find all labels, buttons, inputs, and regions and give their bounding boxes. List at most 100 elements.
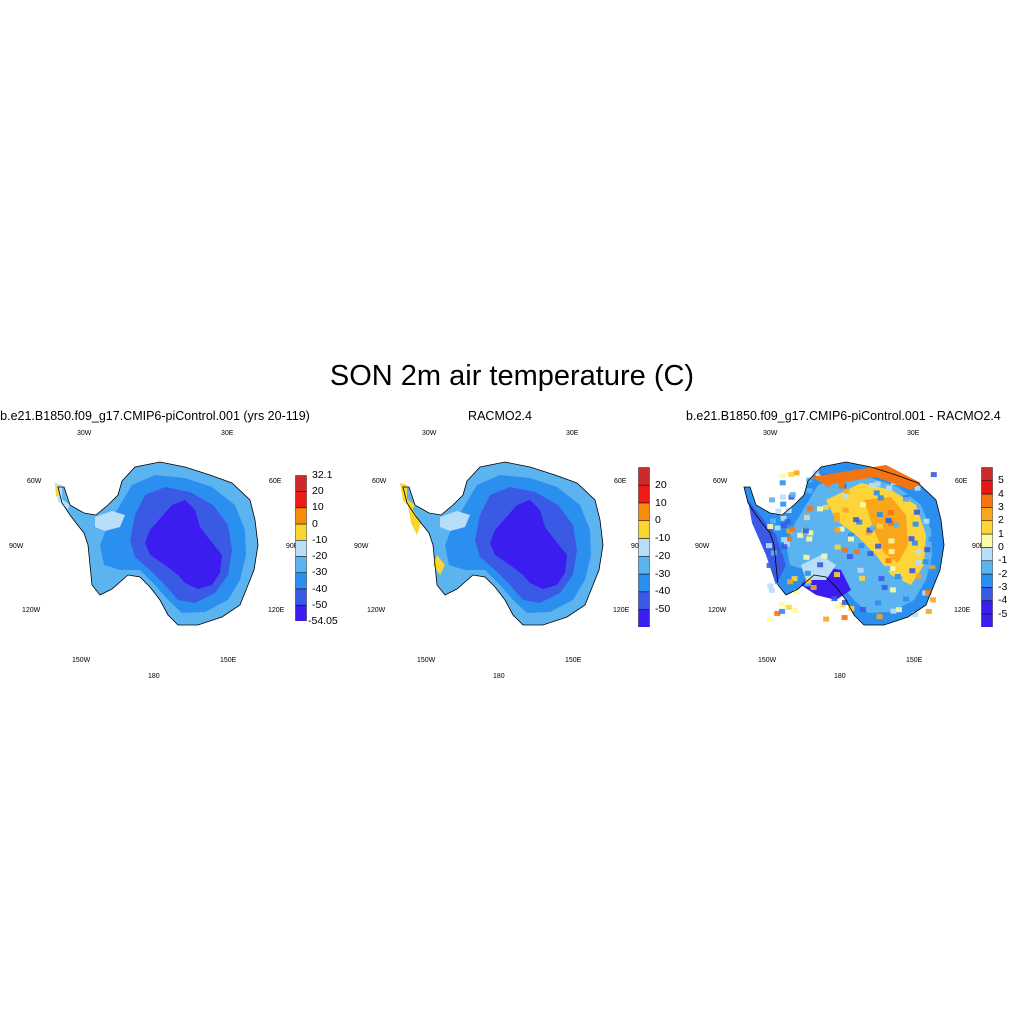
lon-label-30e: 30E: [221, 430, 234, 437]
colorbar-box: [981, 520, 993, 535]
lon-label-60w: 60W: [27, 478, 42, 485]
lon-label-30w: 30W: [77, 430, 92, 437]
colorbar-box: [295, 507, 307, 525]
lon-label-30w: 30W: [763, 430, 778, 437]
colorbar-label: 1: [998, 527, 1004, 540]
panel-title: RACMO2.4: [468, 409, 532, 423]
colorbar-box: [295, 475, 307, 492]
lon-label-30e: 30E: [566, 430, 579, 437]
colorbar-box: [981, 600, 993, 615]
colorbar-label: -30: [312, 566, 328, 579]
colorbar-label: -5: [998, 607, 1008, 620]
colorbar-box: [638, 591, 650, 610]
zone-m50: [490, 500, 567, 589]
colorbar-box: [981, 613, 993, 627]
colorbar-label: -4: [998, 594, 1008, 607]
lon-label-30e: 30E: [907, 430, 920, 437]
lon-label-90e: 90E: [631, 543, 644, 550]
lon-label-30w: 30W: [422, 430, 437, 437]
colorbar-label: -54.05: [308, 615, 338, 627]
lon-label-180: 180: [493, 673, 505, 680]
colorbar-box: [638, 520, 650, 539]
colorbar-label: -30: [655, 567, 671, 580]
colorbar-label: -20: [312, 550, 328, 563]
zone-m50: [145, 500, 222, 589]
lon-label-90w: 90W: [9, 543, 24, 550]
lon-label-60e: 60E: [955, 478, 968, 485]
colorbar-label: -2: [998, 567, 1008, 580]
lon-label-60e: 60E: [614, 478, 627, 485]
panel-title: b.e21.B1850.f09_g17.CMIP6-piControl.001 …: [0, 409, 310, 423]
panel-racmo: RACMO2.4 30W 30E 60W 60E 90W 90E 120W 120E 150W 1…: [345, 405, 675, 695]
lon-label-90e: 90E: [972, 543, 985, 550]
colorbar-label: -40: [655, 585, 671, 598]
lon-label-150e: 150E: [220, 657, 237, 664]
lon-label-120w: 120W: [708, 607, 727, 614]
colorbar-box: [295, 491, 307, 508]
lon-label-150e: 150E: [906, 657, 923, 664]
colorbar-label: -50: [312, 598, 328, 611]
colorbar-label: -1: [998, 554, 1008, 567]
colorbar-box: [981, 560, 993, 575]
colorbar-label: 20: [655, 478, 667, 491]
colorbar-label: 10: [312, 501, 324, 514]
colorbar-box: [638, 485, 650, 504]
panel-difference: b.e21.B1850.f09_g17.CMIP6-piControl.001 …: [686, 405, 1016, 695]
colorbar-label: -10: [312, 533, 328, 546]
lon-label-90w: 90W: [695, 543, 710, 550]
lon-label-60w: 60W: [713, 478, 728, 485]
panel-title: b.e21.B1850.f09_g17.CMIP6-piControl.001 …: [686, 409, 1001, 423]
lon-label-180: 180: [148, 673, 160, 680]
lon-label-150w: 150W: [72, 657, 91, 664]
colorbar: [638, 467, 650, 627]
panel-model: b.e21.B1850.f09_g17.CMIP6-piControl.001 …: [0, 405, 338, 695]
lon-label-150w: 150W: [758, 657, 777, 664]
colorbar-label: -3: [998, 581, 1008, 593]
colorbar-label: 0: [998, 541, 1004, 553]
colorbar: [981, 467, 993, 627]
lon-label-90e: 90E: [286, 543, 299, 550]
lon-label-150w: 150W: [417, 657, 436, 664]
lon-label-120e: 120E: [613, 607, 630, 614]
colorbar-box: [981, 493, 993, 508]
colorbar-label: 0: [655, 514, 661, 527]
colorbar-label: 32.1: [312, 469, 333, 481]
colorbar-label: 0: [312, 517, 318, 530]
colorbar-label: -10: [655, 532, 671, 545]
lon-label-60w: 60W: [372, 478, 387, 485]
ice-shelf: [440, 511, 470, 531]
colorbar-box: [981, 587, 993, 601]
lon-label-120e: 120E: [268, 607, 285, 614]
colorbar-box: [295, 556, 307, 573]
colorbar: [295, 475, 307, 621]
antarctica-map-difference: [743, 461, 945, 626]
antarctica-map-model: [55, 461, 259, 626]
colorbar-box: [295, 605, 307, 621]
lon-label-90w: 90W: [354, 543, 369, 550]
colorbar-label: 2: [998, 514, 1004, 527]
colorbar-box: [981, 547, 993, 561]
colorbar-box: [981, 573, 993, 588]
colorbar-box: [638, 573, 650, 592]
colorbar-box: [295, 572, 307, 590]
lon-label-120e: 120E: [954, 607, 971, 614]
colorbar-box: [981, 533, 993, 548]
colorbar-box: [638, 556, 650, 575]
coastline: [57, 461, 259, 626]
colorbar-box: [981, 480, 993, 495]
figure-title: SON 2m air temperature (C): [329, 360, 695, 392]
lon-label-120w: 120W: [22, 607, 41, 614]
colorbar-box: [638, 502, 650, 521]
antarctica-map-racmo: [400, 461, 604, 626]
colorbar-label: 20: [312, 485, 324, 498]
colorbar-box: [295, 540, 307, 557]
lon-label-180: 180: [834, 673, 846, 680]
colorbar-box: [295, 523, 307, 541]
colorbar-label: 5: [998, 474, 1004, 487]
colorbar-box: [981, 507, 993, 521]
lon-label-150e: 150E: [565, 657, 582, 664]
colorbar-box: [295, 588, 307, 606]
colorbar-box: [638, 609, 650, 627]
coastline: [743, 461, 945, 626]
colorbar-box: [981, 467, 993, 481]
